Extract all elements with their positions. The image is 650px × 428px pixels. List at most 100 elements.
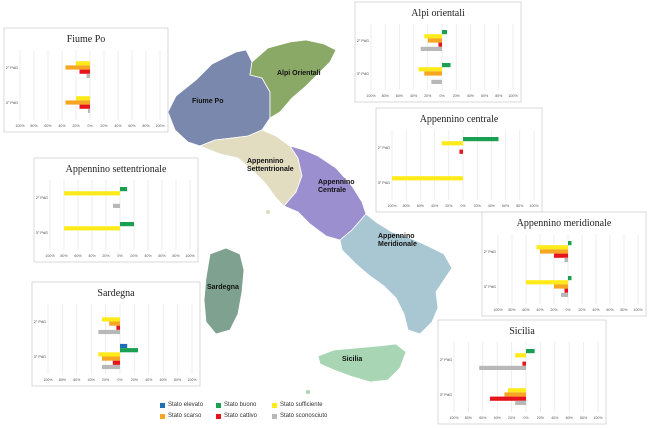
legend-swatch [160, 413, 165, 419]
bar [120, 348, 138, 353]
x-tick-label: 20% [508, 416, 516, 420]
category-label: 2° PdG [378, 146, 390, 150]
bar [87, 108, 90, 113]
x-tick-label: 100% [185, 254, 195, 258]
bar [98, 352, 120, 357]
region-label-sardegna: Sardegna [207, 284, 239, 291]
x-tick-label: 100% [449, 416, 459, 420]
category-label: 2° PdG [6, 66, 18, 70]
bar [568, 276, 572, 281]
bar [554, 253, 568, 258]
chart-panel: Alpi orientali 100% 80% 60% 40% 20% 0% 20% 40% 60… [354, 1, 522, 103]
x-tick-label: 100% [387, 204, 397, 208]
legend-swatch [160, 402, 165, 408]
chart-panel: Sardegna 100% 80% 60% 40% 20% 0% 20% 40% 60% 80% 10… [31, 281, 201, 387]
bar [113, 203, 120, 208]
chart-title: Sardegna [97, 288, 135, 299]
chart-frame [33, 157, 199, 263]
region-alpi-orientali [249, 39, 337, 119]
x-tick-label: 40% [494, 416, 502, 420]
bar [120, 187, 127, 192]
x-tick-label: 0% [87, 124, 93, 128]
x-tick-label: 20% [578, 308, 586, 312]
x-tick-label: 0% [523, 416, 529, 420]
category-label: 2° PdG [357, 39, 369, 43]
x-tick-label: 60% [481, 94, 489, 98]
bar [79, 69, 90, 74]
legend-swatch [272, 413, 277, 419]
bar [427, 38, 442, 43]
legend-item-sconosciuto: Stato sconosciuto [272, 413, 327, 419]
chart-frame [481, 211, 647, 317]
bar [102, 317, 120, 322]
x-tick-label: 100% [366, 94, 376, 98]
bar [102, 356, 120, 361]
bar [526, 349, 535, 354]
x-tick-label: 80% [403, 204, 411, 208]
bar [540, 249, 568, 254]
x-tick-label: 100% [529, 204, 539, 208]
category-label: 3° PdG [484, 285, 496, 289]
legend-item-sufficiente: Stato sufficiente [272, 402, 323, 408]
x-tick-label: 80% [516, 204, 524, 208]
x-tick-label: 40% [467, 94, 475, 98]
bar [120, 222, 134, 227]
bar [420, 46, 442, 51]
x-tick-label: 0% [439, 94, 445, 98]
bar [116, 325, 120, 330]
bar [76, 61, 90, 66]
legend-item-buono: Stato buono [216, 402, 256, 408]
x-tick-label: 0% [117, 254, 123, 258]
x-tick-label: 0% [460, 204, 466, 208]
x-tick-label: 80% [59, 378, 67, 382]
legend-label: Stato elevato [168, 402, 204, 408]
bar [86, 73, 90, 78]
bar [392, 176, 463, 181]
bar [431, 79, 442, 84]
x-tick-label: 80% [30, 124, 38, 128]
x-tick-label: 20% [102, 378, 110, 382]
bar [515, 353, 526, 358]
category-label: 3° PdG [36, 231, 48, 235]
x-tick-label: 60% [396, 94, 404, 98]
x-tick-label: 40% [88, 378, 96, 382]
bar [463, 137, 499, 142]
x-tick-label: 80% [172, 254, 180, 258]
x-tick-label: 80% [620, 308, 628, 312]
chart-title: Appennino meridionale [517, 218, 612, 229]
island-small [306, 390, 310, 394]
category-label: 3° PdG [6, 101, 18, 105]
x-tick-label: 60% [522, 308, 530, 312]
chart-title: Sicilia [509, 326, 535, 337]
x-tick-label: 60% [158, 254, 166, 258]
bar [515, 400, 526, 405]
chart-title: Appennino centrale [420, 114, 499, 125]
chart-panel: Appennino centrale 100% 80% 60% 40% 20% 0% 20% 4… [375, 107, 543, 213]
chart-panel: Appennino settentrionale 100% 80% 60% 40% 20%… [33, 157, 199, 263]
x-tick-label: 0% [565, 308, 571, 312]
x-tick-label: 20% [550, 308, 558, 312]
bar [554, 284, 568, 289]
x-tick-label: 80% [60, 254, 68, 258]
x-tick-label: 20% [445, 204, 453, 208]
x-tick-label: 60% [417, 204, 425, 208]
x-tick-label: 40% [536, 308, 544, 312]
region-sardegna [203, 247, 245, 335]
x-tick-label: 40% [592, 308, 600, 312]
x-tick-label: 80% [174, 378, 182, 382]
x-tick-label: 40% [410, 94, 418, 98]
bar [98, 329, 120, 335]
x-tick-label: 60% [73, 378, 81, 382]
italy-map [167, 39, 453, 394]
legend-item-scarso: Stato scarso [160, 413, 201, 419]
bar [120, 343, 128, 349]
x-tick-label: 80% [465, 416, 473, 420]
region-sicilia [317, 343, 407, 383]
bar [442, 63, 451, 68]
x-tick-label: 20% [474, 204, 482, 208]
category-label: 2° PdG [34, 320, 46, 324]
x-tick-label: 100% [633, 308, 643, 312]
legend-label: Stato sufficiente [280, 402, 323, 408]
x-tick-label: 100% [15, 124, 25, 128]
region-label-appennino-meridionale: Appennino Meridionale [378, 233, 417, 248]
